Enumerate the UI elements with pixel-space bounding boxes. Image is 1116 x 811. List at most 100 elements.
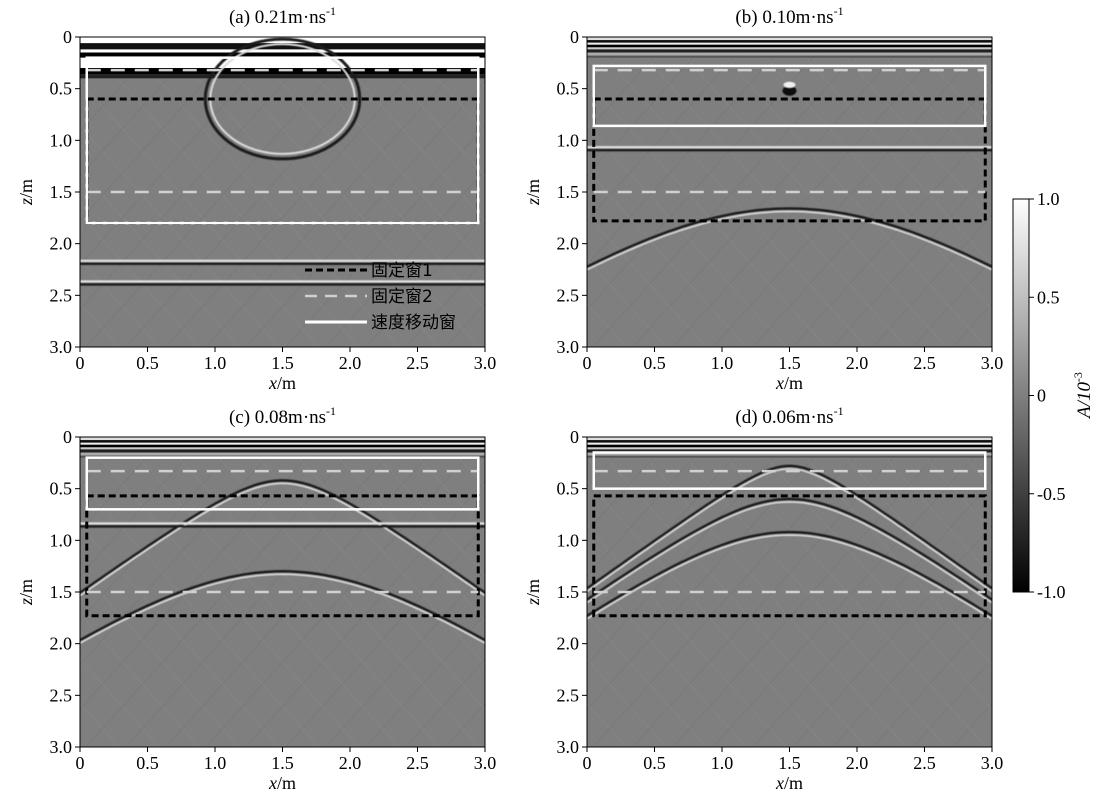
x-tick-label: 0.5 (136, 353, 159, 373)
legend: 固定窗1 固定窗2 速度移动窗 (305, 261, 456, 333)
x-tick-label: 3.0 (474, 753, 497, 773)
y-tick-label: 1.0 (50, 130, 73, 150)
y-axis-label: z/m (16, 579, 36, 606)
fixed-window-1 (85, 494, 480, 618)
panel-title: (d) 0.06m·ns-1 (735, 404, 843, 428)
colorbar-tick-label: -1.0 (1037, 582, 1066, 602)
colorbar-ticks: 1.0 0.5 0 -0.5 -1.0 (1029, 189, 1066, 602)
x-tick-label: 1.0 (204, 753, 227, 773)
direct-wave-band (587, 37, 992, 58)
x-tick-label: 2.5 (406, 753, 429, 773)
reflector-hyperbola (587, 530, 992, 618)
x-tick-label: 1.0 (204, 353, 227, 373)
x-tick-label: 0 (583, 353, 592, 373)
y-tick-label: 1.5 (50, 182, 73, 202)
panel-title: (c) 0.08m·ns-1 (229, 404, 336, 428)
x-tick-label: 0.5 (643, 753, 666, 773)
x-tick-label: 0 (583, 753, 592, 773)
x-tick-label: 0.5 (136, 753, 159, 773)
y-tick-label: 0.5 (50, 79, 73, 99)
y-tick-label: 0 (63, 427, 72, 447)
y-tick-label: 2.5 (50, 685, 73, 705)
colorbar-tick-label: 1.0 (1037, 189, 1060, 209)
colorbar-gradient (1012, 198, 1030, 593)
reflector-hyperbola (80, 479, 485, 594)
x-tick-label: 3.0 (981, 753, 1004, 773)
fixed-window-1 (592, 494, 987, 618)
x-tick-label: 2.5 (913, 353, 936, 373)
x-tick-label: 3.0 (474, 353, 497, 373)
reflectors (587, 464, 992, 620)
reflector-hyperbola (587, 497, 992, 601)
plot-area (587, 37, 992, 347)
x-tick-label: 2.0 (846, 753, 869, 773)
y-tick-label: 1.5 (557, 582, 580, 602)
y-tick-label: 0 (63, 27, 72, 47)
panel-title: (b) 0.10m·ns-1 (735, 4, 843, 28)
colorbar-tick-label: 0.5 (1037, 287, 1060, 307)
reflector-hyperbola (80, 570, 485, 642)
windows (592, 451, 987, 618)
panel-d: 0 0.5 1.0 1.5 2.0 2.5 3.000.51.01.52.02.53.0x/… (523, 404, 1004, 793)
y-tick-label: 3.0 (50, 337, 73, 357)
reflectors (80, 479, 485, 644)
x-tick-label: 0 (76, 353, 85, 373)
x-tick-label: 0 (76, 753, 85, 773)
y-tick-label: 0.5 (50, 479, 73, 499)
x-tick-label: 2.0 (339, 353, 362, 373)
y-tick-label: 1.5 (50, 582, 73, 602)
y-tick-label: 2.5 (557, 285, 580, 305)
x-tick-label: 1.5 (778, 353, 801, 373)
point-scatter-light (783, 81, 796, 88)
y-tick-label: 2.0 (50, 634, 73, 654)
reflector-hyperbola (587, 207, 992, 268)
x-tick-label: 1.5 (271, 753, 294, 773)
reflector-hyperbola-light (587, 501, 992, 604)
x-tick-label: 3.0 (981, 353, 1004, 373)
x-axis-label: x/m (268, 373, 296, 393)
reflector-hyperbola-light (587, 468, 992, 593)
x-tick-label: 1.5 (271, 353, 294, 373)
plot-area (80, 37, 485, 347)
y-tick-label: 2.0 (557, 234, 580, 254)
reflector-hyperbola (587, 464, 992, 590)
colorbar: 1.0 0.5 0 -0.5 -1.0 A/10-3 (1012, 189, 1095, 602)
panel-b: 0 0.5 1.0 1.5 2.0 2.5 3.000.51.01.52.02.53.0x/… (523, 4, 1004, 393)
y-tick-label: 1.0 (50, 530, 73, 550)
colorbar-label: A/10-3 (1071, 372, 1095, 420)
velocity-moving-window (592, 451, 987, 490)
direct-wave-band (587, 437, 992, 458)
reflectors (80, 37, 485, 286)
y-tick-label: 1.0 (557, 130, 580, 150)
reflector-hyperbola-light (80, 573, 485, 644)
y-tick-label: 1.0 (557, 530, 580, 550)
reflector-arc (203, 37, 362, 161)
y-tick-label: 2.5 (557, 685, 580, 705)
y-tick-label: 3.0 (50, 737, 73, 757)
panel-a: 0 0.5 1.0 1.5 2.0 2.5 3.000.51.01.52.02.53.0x/… (16, 4, 497, 393)
x-tick-label: 0.5 (643, 353, 666, 373)
x-tick-label: 2.5 (913, 753, 936, 773)
colorbar-tick-label: 0 (1037, 386, 1046, 406)
windows (85, 56, 480, 225)
x-axis-label: x/m (775, 373, 803, 393)
y-tick-label: 2.0 (557, 634, 580, 654)
y-axis-label: z/m (523, 579, 543, 606)
y-tick-label: 3.0 (557, 737, 580, 757)
x-tick-label: 2.0 (846, 353, 869, 373)
fixed-window-1 (592, 97, 987, 223)
legend-entry: 固定窗2 (371, 287, 433, 307)
velocity-moving-window (85, 456, 480, 511)
legend-entry: 固定窗1 (371, 261, 433, 281)
y-tick-label: 0.5 (557, 79, 580, 99)
panel-c: 0 0.5 1.0 1.5 2.0 2.5 3.000.51.01.52.02.53.0x/… (16, 404, 497, 793)
plot-area (587, 437, 992, 747)
legend-entry: 速度移动窗 (371, 313, 456, 333)
y-axis-label: z/m (523, 179, 543, 206)
x-tick-label: 2.0 (339, 753, 362, 773)
y-tick-label: 0.5 (557, 479, 580, 499)
colorbar-tick-label: -0.5 (1037, 484, 1066, 504)
panel-title: (a) 0.21m·ns-1 (229, 4, 336, 28)
windows (592, 64, 987, 223)
